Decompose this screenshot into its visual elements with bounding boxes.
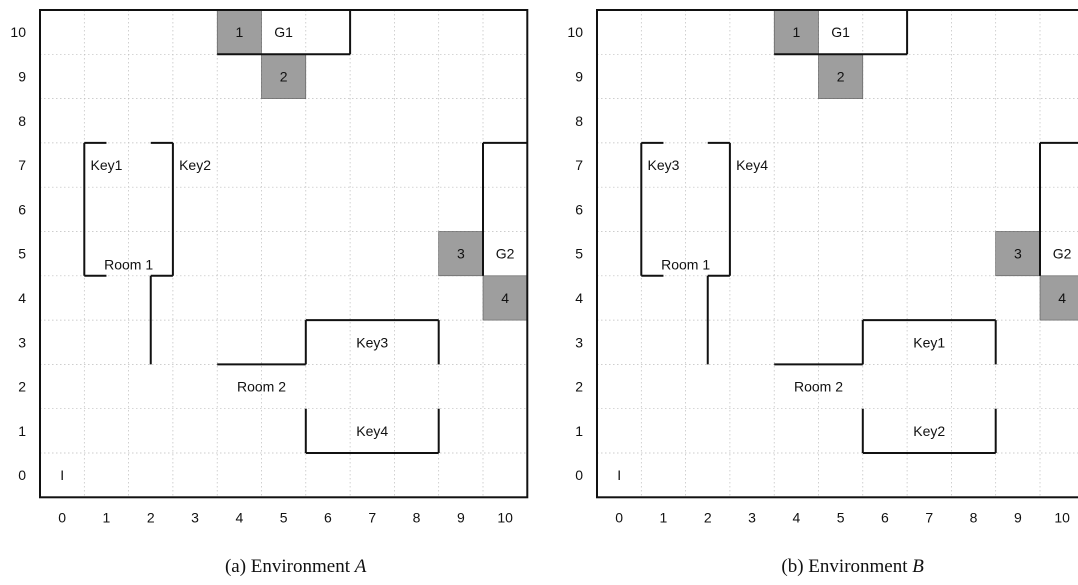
cell-label: Key4	[356, 423, 388, 439]
cell-label: I	[60, 467, 64, 483]
x-tick-label: 10	[1054, 509, 1070, 525]
x-tick-label: 9	[1014, 509, 1022, 525]
y-tick-label: 8	[575, 113, 583, 129]
x-tick-label: 4	[235, 509, 243, 525]
x-tick-label: 9	[457, 509, 465, 525]
cell-label: Key2	[179, 157, 211, 173]
walls	[83, 10, 528, 454]
x-tick-label: 6	[881, 509, 889, 525]
walls	[640, 10, 1078, 454]
y-tick-label: 6	[18, 201, 26, 217]
shaded-cell	[995, 231, 1041, 277]
x-tick-label: 3	[191, 509, 199, 525]
y-tick-label: 7	[18, 157, 26, 173]
cell-label: G2	[1053, 246, 1072, 262]
grid-frame	[39, 9, 529, 499]
grid-lines	[40, 10, 528, 498]
shaded-cell-number: 4	[501, 290, 509, 306]
y-tick-label: 5	[575, 246, 583, 262]
cell-label: I	[617, 467, 621, 483]
panel-caption: (b) Environment B	[781, 556, 924, 577]
panel-environment-a: 1 2 3 4 I Key1 Key2 Room 1 Key3 Room 2 Key4 G1 G2 0 1 2…	[10, 9, 529, 577]
shaded-cell	[216, 9, 262, 55]
x-tick-label: 0	[615, 509, 623, 525]
cell-label: Room 2	[794, 379, 843, 395]
x-tick-label: 7	[368, 509, 376, 525]
caption-text: (a) Environment	[225, 556, 351, 577]
cell-label: Key1	[913, 334, 945, 350]
x-tick-label: 4	[792, 509, 800, 525]
shaded-cell-number: 3	[1014, 246, 1022, 262]
y-tick-label: 9	[575, 68, 583, 84]
cell-label: Room 1	[661, 257, 710, 273]
x-tick-label: 7	[925, 509, 933, 525]
y-tick-label: 0	[575, 467, 583, 483]
x-tick-label: 8	[970, 509, 978, 525]
cell-label: Key4	[736, 157, 768, 173]
x-tick-label: 2	[147, 509, 155, 525]
caption-variable: B	[912, 556, 924, 577]
x-tick-label: 2	[704, 509, 712, 525]
x-tick-label: 1	[103, 509, 111, 525]
x-tick-label: 8	[413, 509, 421, 525]
shaded-cell	[438, 231, 484, 277]
y-tick-label: 1	[18, 423, 26, 439]
cell-label: Key3	[356, 334, 388, 350]
shaded-cell	[773, 9, 819, 55]
y-tick-label: 10	[10, 24, 26, 40]
y-tick-label: 7	[575, 157, 583, 173]
grid-lines	[597, 10, 1078, 498]
y-tick-label: 4	[18, 290, 26, 306]
y-tick-label: 10	[567, 24, 583, 40]
cell-label: G1	[274, 24, 293, 40]
shaded-cell-number: 2	[837, 68, 845, 84]
x-tick-label: 3	[748, 509, 756, 525]
caption-variable: A	[353, 556, 367, 577]
caption-text: (b) Environment	[781, 556, 908, 577]
shaded-cell	[261, 53, 307, 99]
shaded-cell-number: 1	[235, 24, 243, 40]
y-tick-label: 2	[18, 379, 26, 395]
shaded-cell-number: 2	[280, 68, 288, 84]
y-tick-label: 0	[18, 467, 26, 483]
shaded-cell	[1039, 275, 1078, 321]
y-tick-label: 4	[575, 290, 583, 306]
y-tick-label: 9	[18, 68, 26, 84]
shaded-cell-number: 1	[792, 24, 800, 40]
shaded-cell	[818, 53, 864, 99]
panel-environment-b: 1 2 3 4 I Key3 Key4 Room 1 Key1 Room 2 Key2 G1 G2 0 1 2…	[567, 9, 1078, 577]
grid-frame	[596, 9, 1078, 499]
cell-label: G1	[831, 24, 850, 40]
cell-label: G2	[496, 246, 515, 262]
y-tick-label: 3	[575, 334, 583, 350]
shaded-cell	[482, 275, 528, 321]
x-tick-label: 5	[280, 509, 288, 525]
x-tick-label: 1	[660, 509, 668, 525]
y-tick-label: 5	[18, 246, 26, 262]
y-tick-label: 2	[575, 379, 583, 395]
y-tick-label: 1	[575, 423, 583, 439]
x-tick-label: 6	[324, 509, 332, 525]
cell-label: Key3	[647, 157, 679, 173]
x-tick-label: 10	[497, 509, 513, 525]
x-tick-label: 0	[58, 509, 66, 525]
cell-label: Key2	[913, 423, 945, 439]
shaded-cell-number: 3	[457, 246, 465, 262]
x-tick-label: 5	[837, 509, 845, 525]
cell-label: Room 1	[104, 257, 153, 273]
panel-caption: (a) Environment A	[225, 556, 367, 577]
y-tick-label: 6	[575, 201, 583, 217]
shaded-cell-number: 4	[1058, 290, 1066, 306]
y-tick-label: 8	[18, 113, 26, 129]
cell-label: Key1	[90, 157, 122, 173]
y-tick-label: 3	[18, 334, 26, 350]
cell-label: Room 2	[237, 379, 286, 395]
